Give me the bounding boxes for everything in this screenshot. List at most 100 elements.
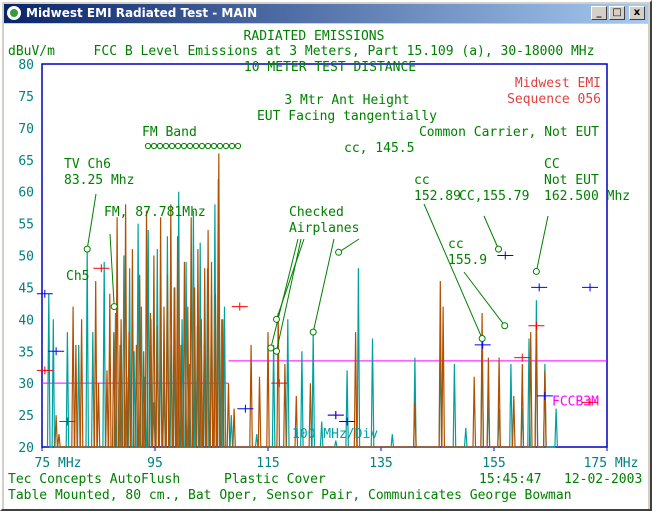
y-tick-label: 45: [18, 281, 34, 296]
y-tick-label: 65: [18, 154, 34, 169]
annotation-text: FM, 87.781Mhz: [104, 205, 206, 220]
chart-title: RADIATED EMISSIONS: [244, 29, 385, 44]
annotation-leader: [423, 203, 483, 339]
y-tick-label: 50: [18, 250, 34, 265]
fm-band-marker: [156, 142, 164, 150]
annotation-leader: [535, 215, 549, 272]
x-tick-label: 75 MHz: [35, 456, 82, 471]
y-tick-label: 30: [18, 377, 34, 392]
annotation-leader: [275, 238, 302, 352]
fm-band-marker: [228, 142, 236, 150]
fm-band-marker: [174, 142, 182, 150]
annotation-leader: [312, 238, 335, 333]
annotation-leader: [483, 215, 499, 250]
fm-band-marker: [198, 142, 206, 150]
annotation-text: 83.25 Mhz: [64, 173, 134, 188]
fm-band-marker: [192, 142, 200, 150]
y-tick-label: 60: [18, 186, 34, 201]
minimize-button[interactable]: _: [591, 6, 607, 20]
annotation-text: 155.9: [448, 253, 487, 268]
y-axis-unit: dBuV/m: [8, 44, 55, 59]
annotation-leader: [109, 233, 115, 307]
y-tick-label: 70: [18, 122, 34, 137]
annotation-dot: [272, 347, 280, 355]
annotation-dot: [478, 334, 486, 342]
annotation-text: 3 Mtr Ant Height: [284, 93, 409, 108]
maximize-button[interactable]: □: [609, 6, 625, 20]
annotation-dot: [272, 315, 280, 323]
x-tick-label: 135: [369, 456, 392, 471]
y-tick-label: 35: [18, 345, 34, 360]
annotation-text: Airplanes: [289, 221, 359, 236]
sequence-label: Sequence 056: [507, 92, 601, 107]
fm-band-marker: [234, 142, 242, 150]
title-bar[interactable]: Midwest EMI Radiated Test - MAIN _ □ x: [4, 4, 648, 23]
x-tick-label: 115: [256, 456, 279, 471]
annotation-dot: [532, 267, 540, 275]
fm-band-marker: [180, 142, 188, 150]
fm-band-marker: [186, 142, 194, 150]
window-title: Midwest EMI Radiated Test - MAIN: [26, 6, 258, 20]
annotation-text: cc: [448, 237, 464, 252]
y-tick-label: 75: [18, 90, 34, 105]
annotation-text: TV Ch6: [64, 157, 111, 172]
fm-band-marker: [216, 142, 224, 150]
y-tick-label: 25: [18, 409, 34, 424]
y-tick-label: 20: [18, 441, 34, 456]
annotation-text: CC: [544, 157, 560, 172]
chart-subtitle: FCC B Level Emissions at 3 Meters, Part …: [94, 44, 595, 59]
annotation-text: Ch5: [66, 269, 89, 284]
app-icon[interactable]: [7, 6, 21, 20]
close-button[interactable]: x: [629, 6, 645, 20]
footer-time: 15:45:47: [479, 472, 542, 487]
annotation-text: Not EUT: [544, 173, 599, 188]
y-tick-label: 55: [18, 218, 34, 233]
footer-cover: Plastic Cover: [224, 472, 326, 487]
plot-area: 80 75 70 65 60 55 50 45 40 35 30 25 20 75 MHz 95 115 135…: [4, 24, 648, 509]
annotation-text: EUT Facing tangentially: [257, 109, 437, 124]
footer-setup: Table Mounted, 80 cm., Bat Oper, Sensor …: [8, 488, 572, 503]
annotation-leader: [276, 238, 305, 320]
annotation-dot: [267, 344, 275, 352]
annotation-text: cc, 145.5: [344, 141, 414, 156]
annotation-dot: [83, 245, 91, 253]
annotation-text: 152.89: [414, 189, 461, 204]
annotation-leader: [86, 193, 97, 250]
y-tick-label: 80: [18, 58, 34, 73]
annotation-dot: [110, 303, 118, 311]
y-tick-label: 40: [18, 313, 34, 328]
division-tag: 100 MHz/Div: [292, 427, 378, 442]
x-tick-label: 155: [482, 456, 505, 471]
x-tick-label: 95: [147, 456, 163, 471]
annotation-text: Common Carrier, Not EUT: [419, 125, 599, 140]
annotation-text: Checked: [289, 205, 344, 220]
annotation-dot: [335, 248, 343, 256]
limit-line-label: FCCB3M: [552, 395, 599, 410]
footer-software: Tec Concepts AutoFlush: [8, 472, 180, 487]
fm-band-marker: [222, 142, 230, 150]
fm-band-marker: [150, 142, 158, 150]
annotation-leader: [270, 238, 299, 349]
vertical-trace: [54, 153, 547, 448]
company-label: Midwest EMI: [515, 76, 601, 91]
annotation-text: cc: [414, 173, 430, 188]
annotation-text: 162.500 Mhz: [544, 189, 630, 204]
window-controls: _ □ x: [591, 6, 645, 20]
fm-band-marker: [168, 142, 176, 150]
annotation-leader: [338, 238, 360, 253]
annotation-text: CC,155.79: [459, 189, 529, 204]
annotation-dot: [309, 328, 317, 336]
annotation-dot: [501, 322, 509, 330]
footer-date: 12-02-2003: [564, 472, 642, 487]
annotation-leader: [463, 271, 506, 327]
annotation-dot: [495, 245, 503, 253]
x-tick-label: 175 MHz: [584, 456, 639, 471]
fm-band-marker: [210, 142, 218, 150]
annotation-text: FM Band: [142, 125, 197, 140]
fm-band-marker: [144, 142, 152, 150]
test-distance: 10 METER TEST DISTANCE: [244, 60, 416, 75]
fm-band-marker: [204, 142, 212, 150]
fm-band-marker: [162, 142, 170, 150]
